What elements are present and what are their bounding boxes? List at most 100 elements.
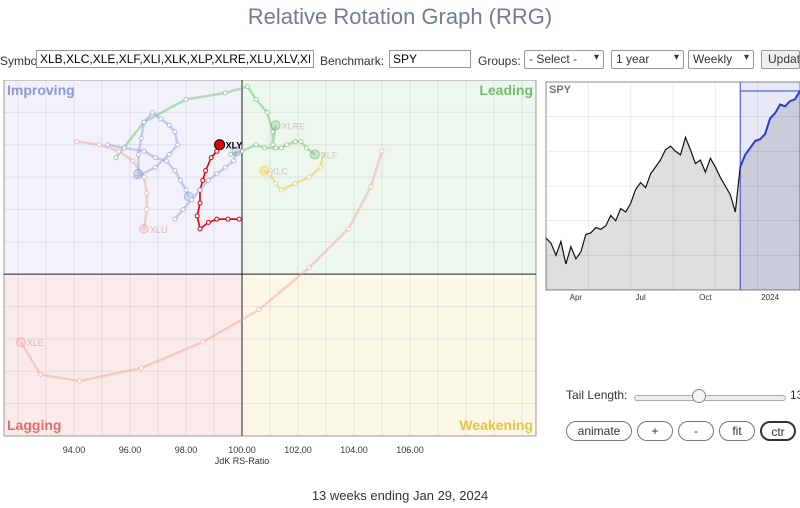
spy-x-tick-label: Apr — [570, 293, 583, 302]
weakening-quadrant — [242, 274, 536, 436]
zoom-in-button[interactable]: + — [637, 421, 673, 441]
tail-head-marker — [309, 149, 320, 160]
tail-point — [245, 83, 251, 89]
x-tick-label: 104.00 — [340, 445, 368, 455]
quadrant-label-lagging: Lagging — [7, 417, 61, 433]
tail-point — [130, 158, 136, 164]
tail-point — [175, 142, 181, 148]
tail-point — [208, 155, 214, 161]
x-tick-label: 106.00 — [396, 445, 424, 455]
groups-select[interactable]: - Select - ▾ — [524, 50, 604, 69]
tail-point — [194, 213, 200, 219]
page-title: Relative Rotation Graph (RRG) — [247, 4, 553, 29]
tail-point — [320, 151, 326, 157]
tail-point — [177, 177, 183, 183]
tail-point — [37, 372, 43, 378]
tail-head-marker — [139, 223, 149, 234]
quadrant-label-weakening: Weakening — [459, 417, 533, 433]
tail-point — [306, 174, 312, 180]
chevron-down-icon: ▾ — [673, 52, 679, 63]
rrg-tail-xlp — [133, 109, 181, 180]
x-tick-label: 100.00 — [228, 445, 256, 455]
fit-button[interactable]: fit — [719, 421, 755, 441]
tail-point — [273, 181, 279, 187]
tail-point — [303, 145, 309, 151]
benchmark-input[interactable] — [389, 50, 471, 68]
tail-point — [261, 145, 267, 151]
tail-point — [189, 197, 195, 203]
series-label-xlre: XLRE — [282, 121, 306, 131]
spy-price-line-highlight — [739, 90, 800, 168]
x-tick-label: 98.00 — [175, 445, 198, 455]
period-select[interactable]: 1 year ▾ — [611, 50, 684, 69]
tail-point — [197, 226, 203, 232]
tail-point — [256, 307, 262, 313]
plot-frame — [3, 80, 537, 437]
tail-point — [74, 138, 80, 144]
spy-area — [546, 90, 800, 290]
tail-point — [200, 177, 206, 183]
rrg-tail-xly — [194, 139, 242, 232]
tail-point — [278, 145, 284, 151]
tail-point — [203, 168, 209, 174]
lagging-quadrant — [4, 274, 242, 436]
frequency-select-value: Weekly — [693, 52, 733, 66]
tail-point — [197, 200, 203, 206]
center-button[interactable]: ctr — [760, 421, 796, 441]
tail-point — [236, 216, 242, 222]
tail-length-slider-handle[interactable] — [692, 389, 706, 403]
tail-point — [135, 151, 141, 157]
tail-point — [138, 135, 144, 141]
quadrant-label-improving: Improving — [7, 82, 75, 98]
tail-point — [149, 109, 155, 115]
series-label-xlc: XLC — [270, 167, 288, 177]
tail-point — [152, 155, 158, 161]
tail-head-marker — [270, 120, 281, 131]
tail-point — [317, 164, 323, 170]
quadrant-label-leading: Leading — [479, 82, 533, 98]
leading-quadrant — [242, 80, 536, 275]
tail-point — [172, 168, 178, 174]
tail-point — [298, 138, 304, 144]
animate-button[interactable]: animate — [566, 421, 632, 441]
series-label-xlu: XLU — [150, 225, 168, 235]
x-tick-label: 94.00 — [63, 445, 86, 455]
tail-point — [225, 216, 231, 222]
rrg-tail-xlv — [105, 142, 194, 202]
frequency-select[interactable]: Weekly ▾ — [688, 50, 754, 69]
tail-point — [152, 164, 158, 170]
zoom-out-button[interactable]: - — [678, 421, 714, 441]
tail-point — [368, 184, 374, 190]
spy-x-tick-label: 2024 — [761, 293, 779, 302]
update-button[interactable]: Update — [761, 50, 800, 69]
tail-point — [183, 96, 189, 102]
symbols-input[interactable] — [36, 50, 314, 68]
improving-quadrant — [4, 80, 242, 275]
series-label-xle: XLE — [27, 338, 44, 348]
tail-length-slider-track[interactable] — [634, 395, 786, 401]
tail-point — [345, 226, 351, 232]
chevron-down-icon: ▾ — [593, 52, 599, 63]
tail-point — [158, 116, 164, 122]
tail-point — [141, 148, 147, 154]
spy-x-tick-label: Jul — [636, 293, 646, 302]
rrg-chart[interactable]: Improving Leading Lagging Weakening XLY XLRE X… — [0, 80, 540, 480]
tail-point — [144, 206, 150, 212]
tail-point — [205, 219, 211, 225]
x-tick-label: 96.00 — [119, 445, 142, 455]
tail-point — [222, 90, 228, 96]
tail-length-label: Tail Length: — [566, 388, 628, 402]
tail-head-marker — [231, 146, 242, 157]
tail-point — [222, 164, 228, 170]
spy-x-tick-label: Oct — [699, 293, 712, 302]
tail-point — [205, 177, 211, 183]
tail-point — [270, 129, 276, 135]
spy-tail-window — [740, 82, 800, 290]
tail-point — [273, 145, 279, 151]
tail-point — [113, 155, 119, 161]
tail-point — [172, 129, 178, 135]
tail-point — [200, 339, 206, 345]
rrg-tail-xlk — [172, 146, 242, 222]
tail-point — [197, 187, 203, 193]
tail-point — [214, 171, 220, 177]
